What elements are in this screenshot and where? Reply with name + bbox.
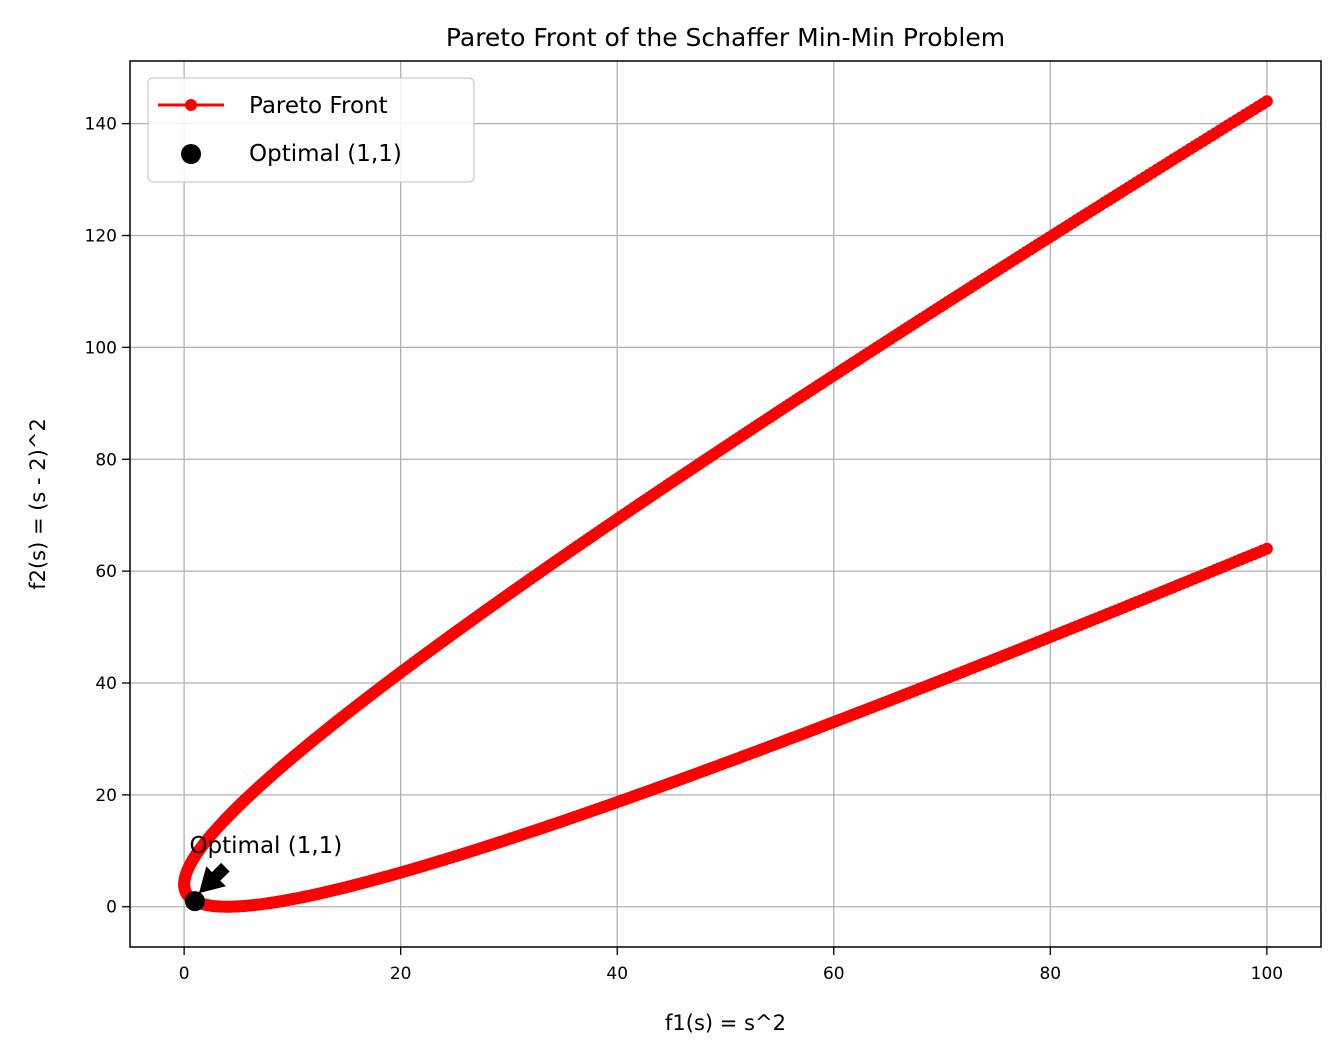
- y-tick-label: 20: [95, 786, 117, 806]
- y-tick-label: 140: [85, 115, 117, 135]
- optimal-point-marker: [184, 891, 205, 912]
- grid: [130, 61, 1321, 947]
- legend-label-pareto-front: Pareto Front: [249, 93, 388, 119]
- series-point: [1260, 542, 1273, 555]
- annotation-arrow: [199, 862, 230, 894]
- annotation-text: Optimal (1,1): [189, 833, 342, 859]
- legend-optimal-swatch: [181, 144, 201, 164]
- x-tick-label: 100: [1251, 964, 1283, 984]
- x-tick-label: 0: [179, 964, 190, 984]
- y-tick-label: 60: [95, 562, 117, 582]
- pareto-front-series: [178, 95, 1273, 913]
- axis-ticks: 0 20 40 60 80 100 0 20 40 60 80 100 120 140: [85, 115, 1284, 984]
- y-tick-label: 120: [85, 227, 117, 247]
- y-axis-label: f2(s) = (s - 2)^2: [26, 418, 50, 590]
- x-tick-label: 60: [823, 964, 845, 984]
- legend-marker-swatch: [185, 99, 197, 111]
- annotation-layer: Optimal (1,1): [189, 833, 342, 894]
- x-axis-label: f1(s) = s^2: [665, 1011, 786, 1035]
- x-tick-label: 40: [606, 964, 628, 984]
- y-tick-label: 80: [95, 450, 117, 470]
- legend-label-optimal: Optimal (1,1): [249, 141, 402, 167]
- optimal-point-layer: [184, 891, 205, 912]
- y-tick-label: 100: [85, 338, 117, 358]
- chart-title: Pareto Front of the Schaffer Min-Min Pro…: [446, 23, 1005, 52]
- plot-frame: [129, 60, 1322, 948]
- legend-box: [147, 77, 475, 183]
- x-tick-label: 80: [1039, 964, 1061, 984]
- y-tick-label: 0: [106, 898, 117, 918]
- x-tick-label: 20: [390, 964, 412, 984]
- legend: Pareto Front Optimal (1,1): [147, 77, 475, 183]
- y-tick-label: 40: [95, 674, 117, 694]
